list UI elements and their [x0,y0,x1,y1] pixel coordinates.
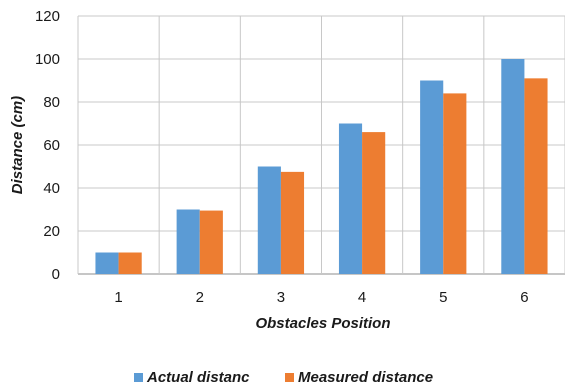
legend-swatch-measured [285,373,294,382]
y-axis-ticks: 0 20 40 60 80 100 120 [35,8,60,283]
bar-measured-1 [118,252,142,274]
y-tick-label: 0 [52,266,60,283]
y-tick-label: 100 [35,51,60,68]
x-tick-label: 3 [277,289,285,306]
bar-actual-3 [257,166,281,274]
bar-measured-4 [362,132,386,274]
bars [95,59,548,275]
grid [77,15,565,275]
y-tick-label: 60 [43,137,60,154]
x-axis-title: Obstacles Position [255,315,390,332]
y-tick-label: 80 [43,94,60,111]
y-axis-title: Distance (cm) [9,96,26,194]
x-tick-label: 5 [439,289,447,306]
x-tick-label: 2 [196,289,204,306]
x-tick-label: 4 [358,289,366,306]
bar-actual-5 [420,80,444,274]
bar-measured-3 [280,171,305,274]
bar-actual-1 [95,252,119,274]
x-tick-label: 6 [520,289,528,306]
y-tick-label: 20 [43,223,60,240]
legend-label-measured: Measured distance [298,369,433,386]
x-axis-ticks: 1 2 3 4 5 6 [114,289,528,306]
x-tick-label: 1 [114,289,122,306]
bar-actual-6 [501,59,525,274]
bar-actual-2 [176,209,200,274]
legend-swatch-actual [134,373,143,382]
bar-actual-4 [338,123,363,274]
bar-measured-5 [443,93,467,275]
y-tick-label: 40 [43,180,60,197]
legend-label-actual: Actual distanc [146,369,250,386]
bar-measured-2 [199,210,223,274]
legend: Actual distanc Measured distance [134,369,433,386]
bar-measured-6 [524,78,548,274]
y-tick-label: 120 [35,8,60,25]
